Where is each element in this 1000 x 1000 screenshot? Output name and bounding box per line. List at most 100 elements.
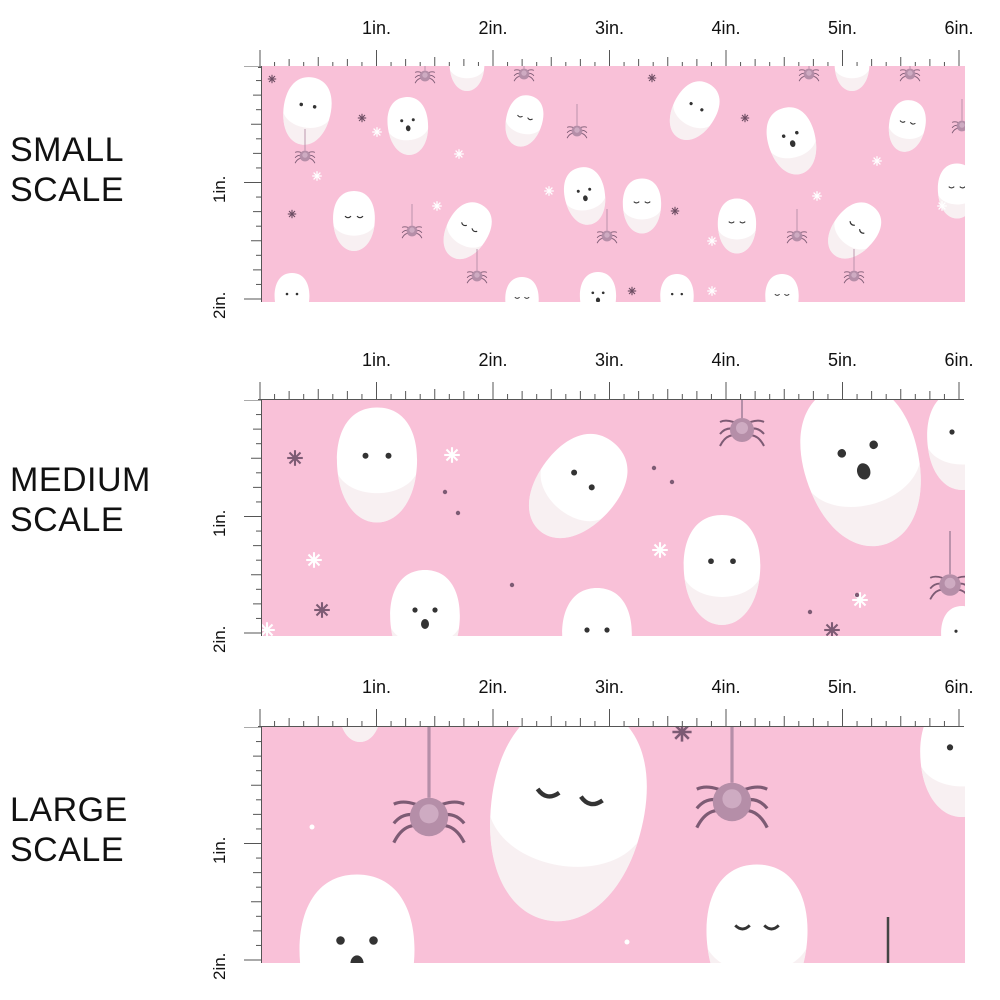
spider-motif <box>513 66 535 82</box>
ruler-inch-label: 6in. <box>944 18 974 38</box>
ruler-inch-label: 1in. <box>361 350 392 370</box>
spider-motif <box>798 66 820 82</box>
dot-motif <box>739 899 745 905</box>
ghost-motif <box>274 273 310 302</box>
scale-label-line2: SCALE <box>10 501 124 539</box>
medium-scale-swatch <box>262 400 965 636</box>
spider-motif <box>719 400 765 447</box>
sparkle-motif <box>314 602 330 618</box>
sparkle-motif <box>267 74 277 84</box>
sparkle-motif <box>287 209 297 219</box>
sparkle-motif <box>852 592 868 608</box>
spider-motif <box>414 66 436 84</box>
sparkle-motif <box>444 447 460 463</box>
ghost-motif <box>564 167 606 225</box>
sparkle-motif <box>672 727 692 742</box>
large-scale-label: LARGE SCALE <box>10 790 128 870</box>
ghost-motif <box>387 97 429 155</box>
ghost-motif <box>562 588 632 636</box>
spider-motif <box>951 98 965 134</box>
vertical-ruler-small: 1in. 2in. <box>210 65 262 319</box>
ghost-motif <box>342 727 378 743</box>
sparkle-motif <box>306 552 322 568</box>
dot-motif <box>509 582 515 588</box>
sparkle-motif <box>670 206 680 216</box>
dot-motif <box>651 465 657 471</box>
ghost-motif <box>622 178 662 234</box>
ghost-motif <box>443 202 492 260</box>
ghost-motif <box>828 202 882 259</box>
sparkle-motif <box>824 622 840 636</box>
ghost-motif <box>800 400 921 547</box>
ghost-motif <box>927 400 965 490</box>
ruler-inch-label: 1in. <box>361 18 392 38</box>
spider-motif <box>786 208 808 244</box>
ruler-inch-label: 1in. <box>210 175 229 203</box>
ghost-motif <box>766 107 817 175</box>
ghost-motif <box>706 864 808 963</box>
ghost-motif <box>834 66 870 91</box>
sparkle-motif <box>372 127 382 137</box>
sparkle-motif <box>937 201 947 211</box>
spider-motif <box>929 530 965 600</box>
ghost-motif <box>490 727 647 922</box>
ghost-motif <box>299 874 415 963</box>
sparkle-motif <box>872 156 882 166</box>
ruler-inch-label: 2in. <box>478 18 508 38</box>
spider-motif <box>596 208 618 244</box>
scale-label-line1: LARGE <box>10 791 128 829</box>
dot-motif <box>309 824 315 830</box>
sparkle-motif <box>707 286 717 296</box>
ruler-inch-label: 6in. <box>944 677 974 697</box>
sparkle-motif <box>544 186 554 196</box>
ruler-inch-label: 6in. <box>944 350 974 370</box>
ruler-inch-label: 2in. <box>210 291 229 319</box>
ghost-motif <box>449 66 485 91</box>
spider-motif <box>843 248 865 284</box>
ruler-inch-label: 1in. <box>361 677 392 697</box>
sparkle-motif <box>740 113 750 123</box>
ghost-motif <box>579 272 617 302</box>
large-scale-swatch <box>262 727 965 963</box>
ruler-inch-label: 5in. <box>827 18 858 38</box>
ghost-motif <box>765 273 799 302</box>
dot-motif <box>442 489 448 495</box>
ruler-inch-label: 5in. <box>827 350 858 370</box>
ghost-motif <box>505 95 544 147</box>
ruler-inch-label: 2in. <box>210 625 229 653</box>
dot-motif <box>455 510 461 516</box>
vertical-ruler-medium: 1in. 2in. <box>210 399 262 653</box>
ghost-motif <box>888 100 926 152</box>
spider-motif <box>695 727 769 829</box>
ruler-inch-label: 3in. <box>594 677 625 697</box>
scale-label-line2: SCALE <box>10 171 124 209</box>
ghost-motif <box>660 273 694 302</box>
sparkle-motif <box>312 171 322 181</box>
sparkle-motif <box>262 622 275 636</box>
sparkle-motif <box>812 191 822 201</box>
ghost-motif <box>717 198 757 254</box>
horizontal-ruler-small: 1in. 2in. 3in. 4in. 5in. 6in. <box>258 18 974 68</box>
sparkle-motif <box>357 113 367 123</box>
ghost-motif <box>390 570 460 636</box>
spider-motif <box>401 203 423 239</box>
ruler-inch-label: 2in. <box>478 350 508 370</box>
scale-label-line1: MEDIUM <box>10 461 151 499</box>
sparkle-motif <box>647 73 657 83</box>
medium-scale-label: MEDIUM SCALE <box>10 460 151 540</box>
ghost-motif <box>528 433 628 539</box>
ruler-inch-label: 2in. <box>210 952 229 980</box>
horizontal-ruler-large: 1in. 2in. 3in. 4in. 5in. 6in. <box>258 677 974 727</box>
sparkle-motif <box>454 149 464 159</box>
ghost-motif <box>283 77 332 145</box>
ruler-inch-label: 4in. <box>711 18 741 38</box>
horizontal-ruler-medium: 1in. 2in. 3in. 4in. 5in. 6in. <box>258 350 974 400</box>
sparkle-motif <box>627 286 637 296</box>
spider-motif <box>466 248 488 284</box>
ghost-motif <box>336 407 418 523</box>
ghost-motif <box>683 515 761 625</box>
sparkle-motif <box>287 450 303 466</box>
ruler-inch-label: 4in. <box>711 677 741 697</box>
scale-label-line1: SMALL <box>10 131 124 169</box>
sparkle-motif <box>432 201 442 211</box>
